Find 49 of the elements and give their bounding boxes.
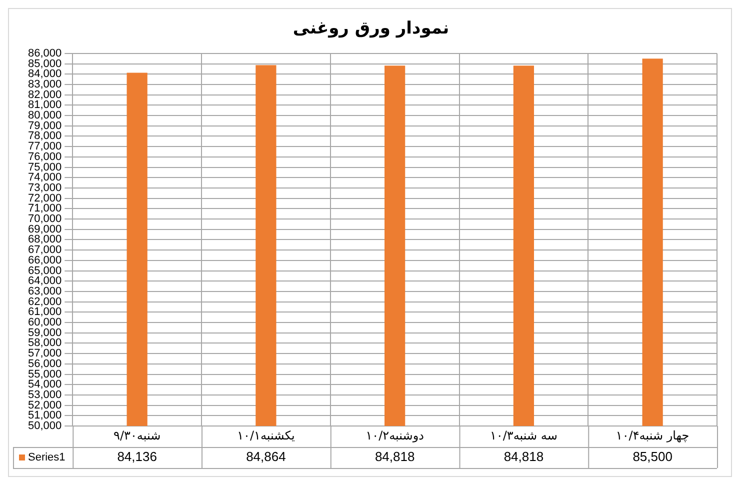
data-label: 84,864 (246, 449, 286, 464)
data-label: 85,500 (632, 449, 672, 464)
x-tick-label: سه شنبه۱۰/۳ (490, 428, 558, 443)
y-tick-label: 72,000 (28, 192, 62, 204)
y-tick-label: 60,000 (28, 316, 62, 329)
y-tick-label: 73,000 (28, 182, 62, 194)
y-tick-label: 77,000 (28, 140, 62, 153)
y-tick-label: 54,000 (28, 378, 62, 391)
y-tick-label: 69,000 (28, 223, 62, 236)
y-tick-label: 81,000 (28, 99, 62, 112)
data-label: 84,136 (117, 449, 157, 464)
y-tick-label: 57,000 (28, 348, 62, 360)
y-tick-label: 53,000 (28, 388, 62, 401)
y-tick-label: 83,000 (28, 78, 62, 90)
y-tick-label: 64,000 (28, 275, 62, 288)
x-tick-label: یکشنبه۱۰/۱ (237, 428, 295, 443)
y-tick-label: 78,000 (28, 130, 62, 142)
y-tick-label: 67,000 (28, 244, 62, 256)
data-label: 84,818 (374, 449, 415, 464)
y-tick-label: 71,000 (28, 202, 62, 215)
y-tick-label: 56,000 (28, 358, 62, 370)
y-tick-label: 51,000 (28, 410, 62, 422)
y-tick-label: 61,000 (28, 306, 62, 318)
y-tick-label: 52,000 (28, 399, 62, 412)
y-tick-label: 80,000 (28, 110, 62, 122)
y-tick-label: 55,000 (28, 368, 62, 380)
x-tick-label: شنبه۹/۳۰ (114, 428, 161, 443)
y-tick-label: 65,000 (28, 264, 62, 277)
y-tick-label: 62,000 (28, 296, 62, 308)
y-tick-label: 76,000 (28, 150, 62, 163)
y-tick-label: 85,000 (28, 58, 62, 70)
y-tick-label: 63,000 (28, 285, 62, 298)
y-tick-label: 59,000 (28, 326, 62, 339)
x-tick-label: دوشنبه۱۰/۲ (366, 428, 424, 443)
data-label: 84,818 (504, 449, 544, 464)
y-tick-label: 75,000 (28, 161, 62, 174)
y-tick-label: 58,000 (28, 337, 62, 350)
y-tick-label: 50,000 (28, 420, 62, 432)
y-tick-label: 82,000 (28, 88, 62, 101)
y-tick-label: 79,000 (28, 120, 62, 132)
y-tick-label: 66,000 (28, 254, 62, 266)
legend-label: Series1 (28, 452, 66, 464)
y-tick-label: 84,000 (28, 68, 62, 80)
x-tick-label: چهار شنبه۱۰/۴ (616, 428, 690, 443)
y-tick-label: 68,000 (28, 234, 62, 246)
y-tick-label: 70,000 (28, 213, 62, 226)
chart-title: نمودار ورق روغنی (292, 18, 450, 39)
y-tick-label: 74,000 (28, 172, 62, 184)
y-tick-label: 86,000 (28, 47, 62, 60)
